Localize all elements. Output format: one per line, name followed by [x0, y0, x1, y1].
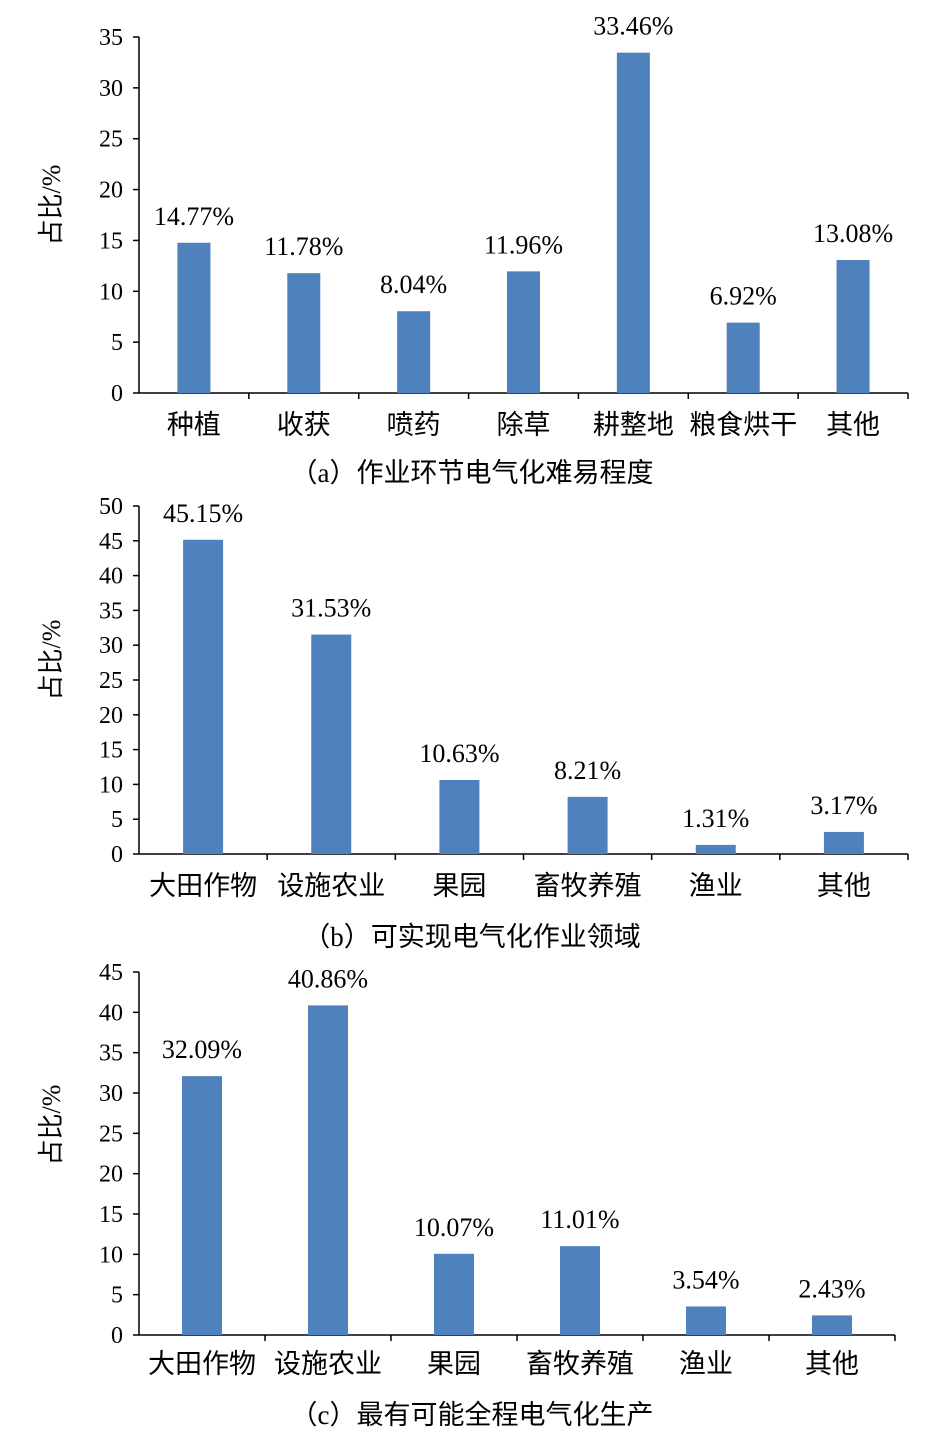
bar [823, 831, 864, 854]
data-label: 10.07% [414, 1213, 494, 1242]
data-label: 8.21% [554, 756, 621, 785]
category-label: 畜牧养殖 [526, 1349, 634, 1379]
category-label: 种植 [167, 410, 221, 440]
data-label: 3.54% [672, 1265, 739, 1294]
y-tick-label: 30 [99, 76, 123, 102]
bar [507, 271, 540, 393]
y-tick-label: 20 [99, 1162, 123, 1188]
category-label: 渔业 [689, 871, 743, 901]
y-tick-label: 10 [99, 772, 123, 798]
y-tick-label: 0 [111, 381, 123, 407]
bar [726, 322, 760, 393]
category-label: 其他 [817, 871, 871, 901]
chart-c: 0 5 10 15 20 25 30 35 40 45 占比/% 大田作物 32.09% 设施农业 40.8… [37, 960, 896, 1430]
y-tick-label: 35 [99, 598, 123, 624]
category-label: 畜牧养殖 [534, 871, 642, 901]
y-tick-label: 25 [99, 127, 123, 153]
chart-caption: （b）可实现电气化作业领域 [303, 922, 641, 952]
bar [177, 242, 211, 393]
data-label: 33.46% [593, 12, 673, 41]
y-tick-label: 0 [111, 1323, 123, 1349]
bar [560, 1246, 600, 1335]
bar [311, 634, 352, 854]
y-tick-label: 25 [99, 1121, 123, 1147]
data-label: 13.08% [813, 219, 893, 248]
data-label: 11.78% [264, 232, 343, 261]
category-label: 渔业 [679, 1349, 733, 1379]
data-label: 32.09% [162, 1035, 242, 1064]
chart-b: 0 5 10 15 20 25 30 35 40 45 50 占比/% 大田作物 45.15% 设施农业 31… [37, 494, 909, 952]
bar [836, 259, 870, 393]
category-label: 果园 [432, 871, 486, 901]
data-label: 10.63% [419, 739, 499, 768]
data-label: 40.86% [288, 964, 368, 993]
data-label: 8.04% [380, 270, 447, 299]
bar [439, 780, 480, 854]
bar [686, 1306, 726, 1335]
y-tick-label: 45 [99, 529, 123, 555]
bar [397, 311, 431, 393]
y-axis-label: 占比/% [37, 620, 66, 701]
data-label: 11.01% [540, 1205, 619, 1234]
y-tick-label: 35 [99, 25, 123, 51]
category-label: 果园 [427, 1349, 481, 1379]
category-label: 除草 [497, 410, 551, 440]
y-tick-label: 40 [99, 564, 123, 590]
bar [695, 844, 736, 854]
y-tick-label: 15 [99, 738, 123, 764]
y-tick-label: 0 [111, 842, 123, 868]
y-tick-label: 20 [99, 178, 123, 204]
category-label: 耕整地 [593, 410, 674, 440]
category-label: 大田作物 [148, 1349, 256, 1379]
y-tick-label: 10 [99, 1242, 123, 1268]
category-label: 收获 [277, 410, 331, 440]
y-tick-label: 40 [99, 1000, 123, 1026]
data-label: 2.43% [798, 1274, 865, 1303]
bar [567, 796, 608, 854]
y-tick-label: 5 [111, 807, 123, 833]
bar [183, 539, 224, 854]
category-label: 其他 [826, 410, 880, 440]
bar [812, 1315, 852, 1335]
data-label: 6.92% [710, 282, 777, 311]
y-tick-label: 35 [99, 1041, 123, 1067]
bar [287, 273, 321, 393]
y-tick-label: 15 [99, 228, 123, 254]
chart-caption: （c）最有可能全程电气化生产 [291, 1400, 654, 1430]
y-tick-label: 10 [99, 279, 123, 305]
bar [616, 52, 650, 393]
y-tick-label: 30 [99, 1081, 123, 1107]
y-tick-label: 5 [111, 1283, 123, 1309]
y-tick-label: 25 [99, 668, 123, 694]
category-label: 粮食烘干 [689, 410, 797, 440]
chart-caption: （a）作业环节电气化难易程度 [291, 458, 654, 488]
data-label: 45.15% [163, 499, 243, 528]
y-axis-label: 占比/% [37, 165, 66, 246]
data-label: 11.96% [484, 230, 563, 259]
category-label: 喷药 [387, 410, 441, 440]
category-label: 设施农业 [274, 1349, 382, 1379]
data-label: 31.53% [291, 594, 371, 623]
y-tick-label: 15 [99, 1202, 123, 1228]
category-label: 其他 [805, 1349, 859, 1379]
category-label: 设施农业 [277, 871, 385, 901]
bar [434, 1253, 474, 1335]
y-tick-label: 45 [99, 960, 123, 986]
y-tick-label: 50 [99, 494, 123, 520]
bar [308, 1005, 348, 1335]
data-label: 3.17% [810, 791, 877, 820]
data-label: 14.77% [154, 202, 234, 231]
y-tick-label: 5 [111, 330, 123, 356]
data-label: 1.31% [682, 804, 749, 833]
y-axis-label: 占比/% [37, 1085, 66, 1166]
y-tick-label: 30 [99, 633, 123, 659]
category-label: 大田作物 [149, 871, 257, 901]
y-tick-label: 20 [99, 703, 123, 729]
chart-a: 0 5 10 15 20 25 30 35 占比/% 种植 14.77% 收获 11.78% 喷药 8.04… [37, 12, 909, 488]
bar [182, 1076, 222, 1335]
